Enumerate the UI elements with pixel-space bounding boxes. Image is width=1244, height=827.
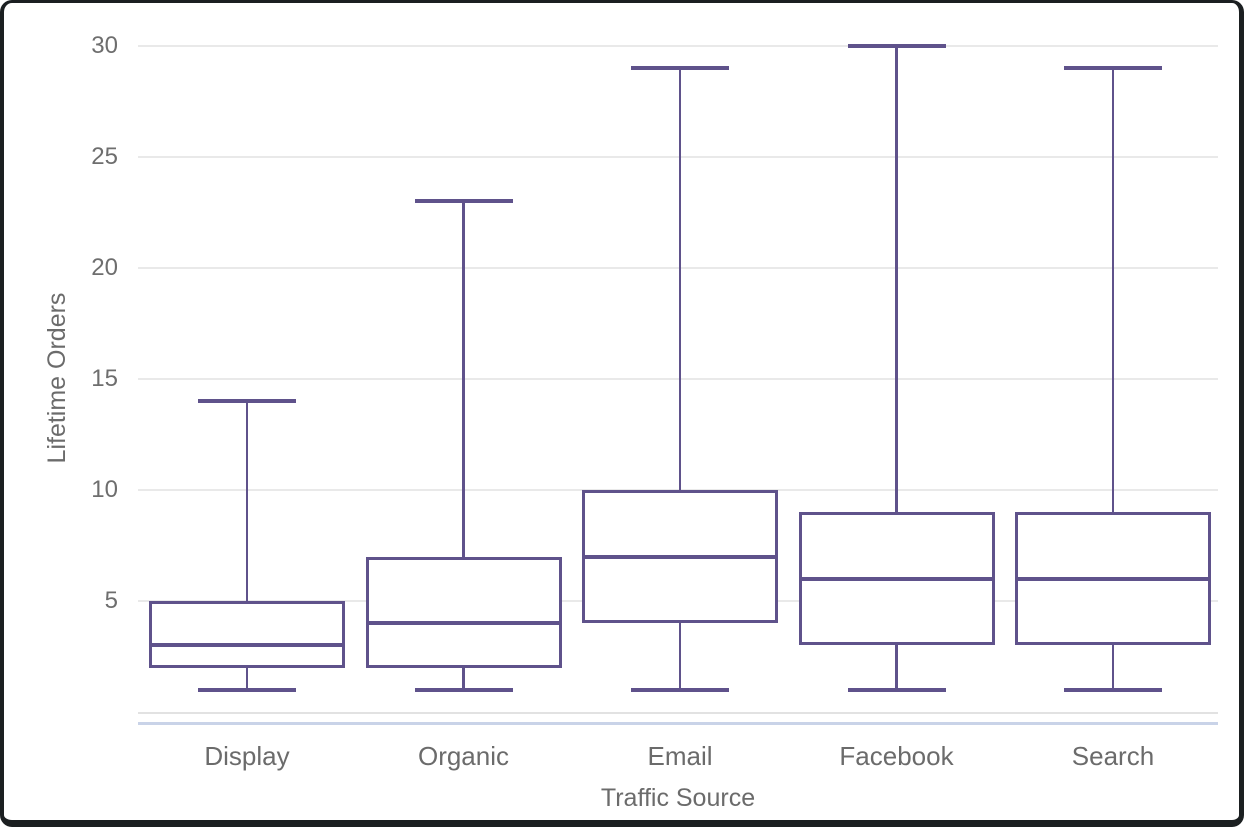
lower-whisker[interactable] [462,667,465,690]
x-axis-line [138,712,1218,714]
max-whisker-cap[interactable] [414,199,513,204]
gridline [138,45,1218,47]
x-category-label: Display [204,741,290,771]
x-axis-title: Traffic Source [600,784,756,812]
y-tick-label: 25 [91,143,118,170]
lower-whisker[interactable] [678,623,682,690]
max-whisker-cap[interactable] [198,399,296,404]
y-tick-label: 5 [104,587,118,614]
upper-whisker[interactable] [895,46,898,513]
lower-whisker[interactable] [245,667,249,690]
gridline [138,378,1218,380]
upper-whisker[interactable] [678,68,682,490]
y-tick-label: 20 [91,254,118,281]
max-whisker-cap[interactable] [631,66,729,71]
x-category-label: Email [647,741,713,771]
y-tick-label: 10 [91,476,118,503]
gridline [138,267,1218,269]
upper-whisker[interactable] [462,201,465,557]
iqr-box[interactable] [149,601,345,668]
max-whisker-cap[interactable] [847,44,946,48]
median-line[interactable] [798,576,995,581]
min-whisker-cap[interactable] [414,687,513,692]
y-tick-label: 30 [91,32,118,59]
y-axis-title: Lifetime Orders [43,292,71,464]
median-line[interactable] [582,554,778,559]
x-category-label: Search [1071,741,1155,771]
min-whisker-cap[interactable] [631,687,729,692]
x-category-label: Organic [417,741,510,771]
y-tick-label: 15 [91,365,118,392]
median-line[interactable] [1015,576,1211,581]
gridline [138,156,1218,158]
min-whisker-cap[interactable] [847,687,946,692]
min-whisker-cap[interactable] [1064,687,1162,692]
median-line[interactable] [149,643,345,648]
iqr-box[interactable] [365,556,562,668]
x-category-label: Facebook [839,741,954,771]
lower-whisker[interactable] [1111,645,1115,690]
x-axis-accent-line [138,722,1218,725]
min-whisker-cap[interactable] [198,687,296,692]
upper-whisker[interactable] [1111,68,1115,513]
lower-whisker[interactable] [895,645,898,690]
upper-whisker[interactable] [245,401,249,601]
median-line[interactable] [365,621,562,626]
max-whisker-cap[interactable] [1064,66,1162,71]
